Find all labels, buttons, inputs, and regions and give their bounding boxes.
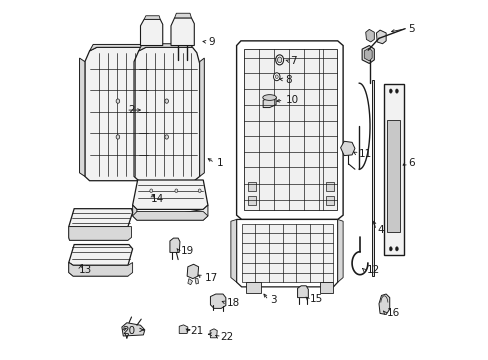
Ellipse shape bbox=[262, 95, 276, 100]
Polygon shape bbox=[80, 58, 85, 176]
Polygon shape bbox=[325, 196, 333, 205]
Polygon shape bbox=[132, 205, 137, 220]
Polygon shape bbox=[69, 262, 132, 276]
Polygon shape bbox=[378, 294, 389, 315]
Ellipse shape bbox=[277, 57, 281, 63]
Polygon shape bbox=[263, 98, 276, 108]
Text: 3: 3 bbox=[270, 295, 276, 305]
Text: 17: 17 bbox=[204, 273, 217, 283]
Ellipse shape bbox=[198, 189, 201, 193]
Ellipse shape bbox=[395, 89, 398, 93]
Text: 11: 11 bbox=[358, 149, 371, 159]
Polygon shape bbox=[362, 45, 373, 63]
Polygon shape bbox=[319, 282, 333, 293]
Text: 14: 14 bbox=[150, 194, 163, 204]
Ellipse shape bbox=[388, 247, 391, 251]
Text: 22: 22 bbox=[220, 332, 233, 342]
Polygon shape bbox=[69, 209, 132, 226]
Text: 7: 7 bbox=[290, 56, 296, 66]
Polygon shape bbox=[340, 141, 354, 156]
Text: 8: 8 bbox=[285, 75, 291, 85]
Polygon shape bbox=[85, 47, 150, 181]
Polygon shape bbox=[144, 16, 160, 19]
Polygon shape bbox=[169, 238, 180, 252]
Polygon shape bbox=[210, 329, 217, 338]
Text: 19: 19 bbox=[180, 246, 194, 256]
Ellipse shape bbox=[149, 189, 152, 193]
Polygon shape bbox=[171, 18, 194, 45]
Ellipse shape bbox=[164, 135, 168, 139]
Polygon shape bbox=[199, 58, 204, 176]
Text: 10: 10 bbox=[285, 95, 298, 105]
Polygon shape bbox=[179, 325, 187, 333]
Text: 2: 2 bbox=[128, 105, 134, 115]
Polygon shape bbox=[371, 80, 373, 276]
Polygon shape bbox=[230, 220, 236, 282]
Polygon shape bbox=[69, 244, 132, 265]
Text: 15: 15 bbox=[309, 294, 323, 304]
Text: 18: 18 bbox=[227, 298, 240, 308]
Ellipse shape bbox=[164, 99, 168, 103]
Ellipse shape bbox=[273, 73, 280, 81]
Text: 5: 5 bbox=[407, 24, 414, 34]
Polygon shape bbox=[247, 196, 255, 205]
Polygon shape bbox=[195, 279, 198, 284]
Polygon shape bbox=[376, 30, 386, 44]
Polygon shape bbox=[244, 49, 336, 211]
Polygon shape bbox=[325, 182, 333, 191]
Polygon shape bbox=[246, 282, 260, 293]
Polygon shape bbox=[247, 182, 255, 191]
Text: 13: 13 bbox=[79, 265, 92, 275]
Polygon shape bbox=[140, 19, 163, 45]
Text: 21: 21 bbox=[190, 325, 203, 336]
Polygon shape bbox=[241, 224, 333, 282]
Polygon shape bbox=[122, 323, 144, 336]
Ellipse shape bbox=[116, 99, 120, 103]
Polygon shape bbox=[364, 48, 371, 61]
Ellipse shape bbox=[275, 55, 283, 65]
Polygon shape bbox=[132, 212, 207, 220]
Polygon shape bbox=[69, 226, 131, 240]
Polygon shape bbox=[187, 279, 192, 285]
Ellipse shape bbox=[395, 247, 398, 251]
Polygon shape bbox=[236, 220, 337, 287]
Ellipse shape bbox=[388, 89, 391, 93]
Polygon shape bbox=[137, 205, 207, 220]
Polygon shape bbox=[89, 44, 143, 51]
Polygon shape bbox=[174, 13, 191, 18]
Polygon shape bbox=[365, 30, 373, 42]
Polygon shape bbox=[297, 286, 308, 298]
Text: 6: 6 bbox=[408, 158, 414, 168]
Polygon shape bbox=[69, 226, 128, 240]
Polygon shape bbox=[383, 84, 403, 255]
Text: 12: 12 bbox=[366, 265, 379, 275]
Text: 20: 20 bbox=[122, 325, 135, 336]
Text: 1: 1 bbox=[216, 158, 223, 168]
Polygon shape bbox=[132, 180, 207, 210]
Polygon shape bbox=[386, 120, 400, 232]
Ellipse shape bbox=[275, 75, 278, 78]
Text: 4: 4 bbox=[377, 225, 384, 235]
Polygon shape bbox=[236, 41, 343, 220]
Ellipse shape bbox=[175, 189, 178, 193]
Text: 9: 9 bbox=[208, 37, 215, 47]
Ellipse shape bbox=[116, 135, 120, 139]
Polygon shape bbox=[139, 44, 192, 51]
Polygon shape bbox=[210, 294, 225, 309]
Polygon shape bbox=[69, 262, 128, 276]
Polygon shape bbox=[337, 220, 343, 282]
Polygon shape bbox=[134, 47, 199, 181]
Polygon shape bbox=[187, 264, 198, 279]
Text: 16: 16 bbox=[386, 309, 400, 318]
